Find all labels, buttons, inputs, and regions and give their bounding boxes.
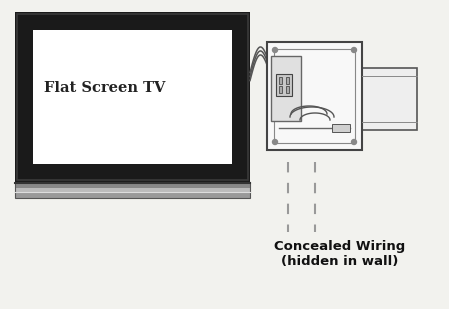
Circle shape: [273, 48, 277, 53]
Bar: [279, 86, 282, 93]
Bar: [15, 188, 250, 193]
Bar: [17, 14, 248, 180]
Bar: [267, 42, 362, 150]
Circle shape: [273, 139, 277, 145]
Bar: [15, 12, 250, 182]
Bar: [15, 182, 250, 198]
Text: Flat Screen TV: Flat Screen TV: [44, 82, 165, 95]
Bar: [286, 77, 289, 84]
Bar: [362, 68, 417, 130]
Text: (hidden in wall): (hidden in wall): [282, 255, 399, 268]
Bar: [33, 30, 232, 164]
Bar: [286, 86, 289, 93]
Bar: [274, 49, 355, 143]
Text: Concealed Wiring: Concealed Wiring: [274, 240, 405, 253]
Circle shape: [352, 139, 357, 145]
Bar: [276, 74, 292, 96]
Bar: [15, 182, 250, 188]
Bar: [15, 193, 250, 198]
Bar: [332, 124, 350, 132]
Bar: [271, 56, 301, 121]
Circle shape: [352, 48, 357, 53]
Bar: [279, 77, 282, 84]
